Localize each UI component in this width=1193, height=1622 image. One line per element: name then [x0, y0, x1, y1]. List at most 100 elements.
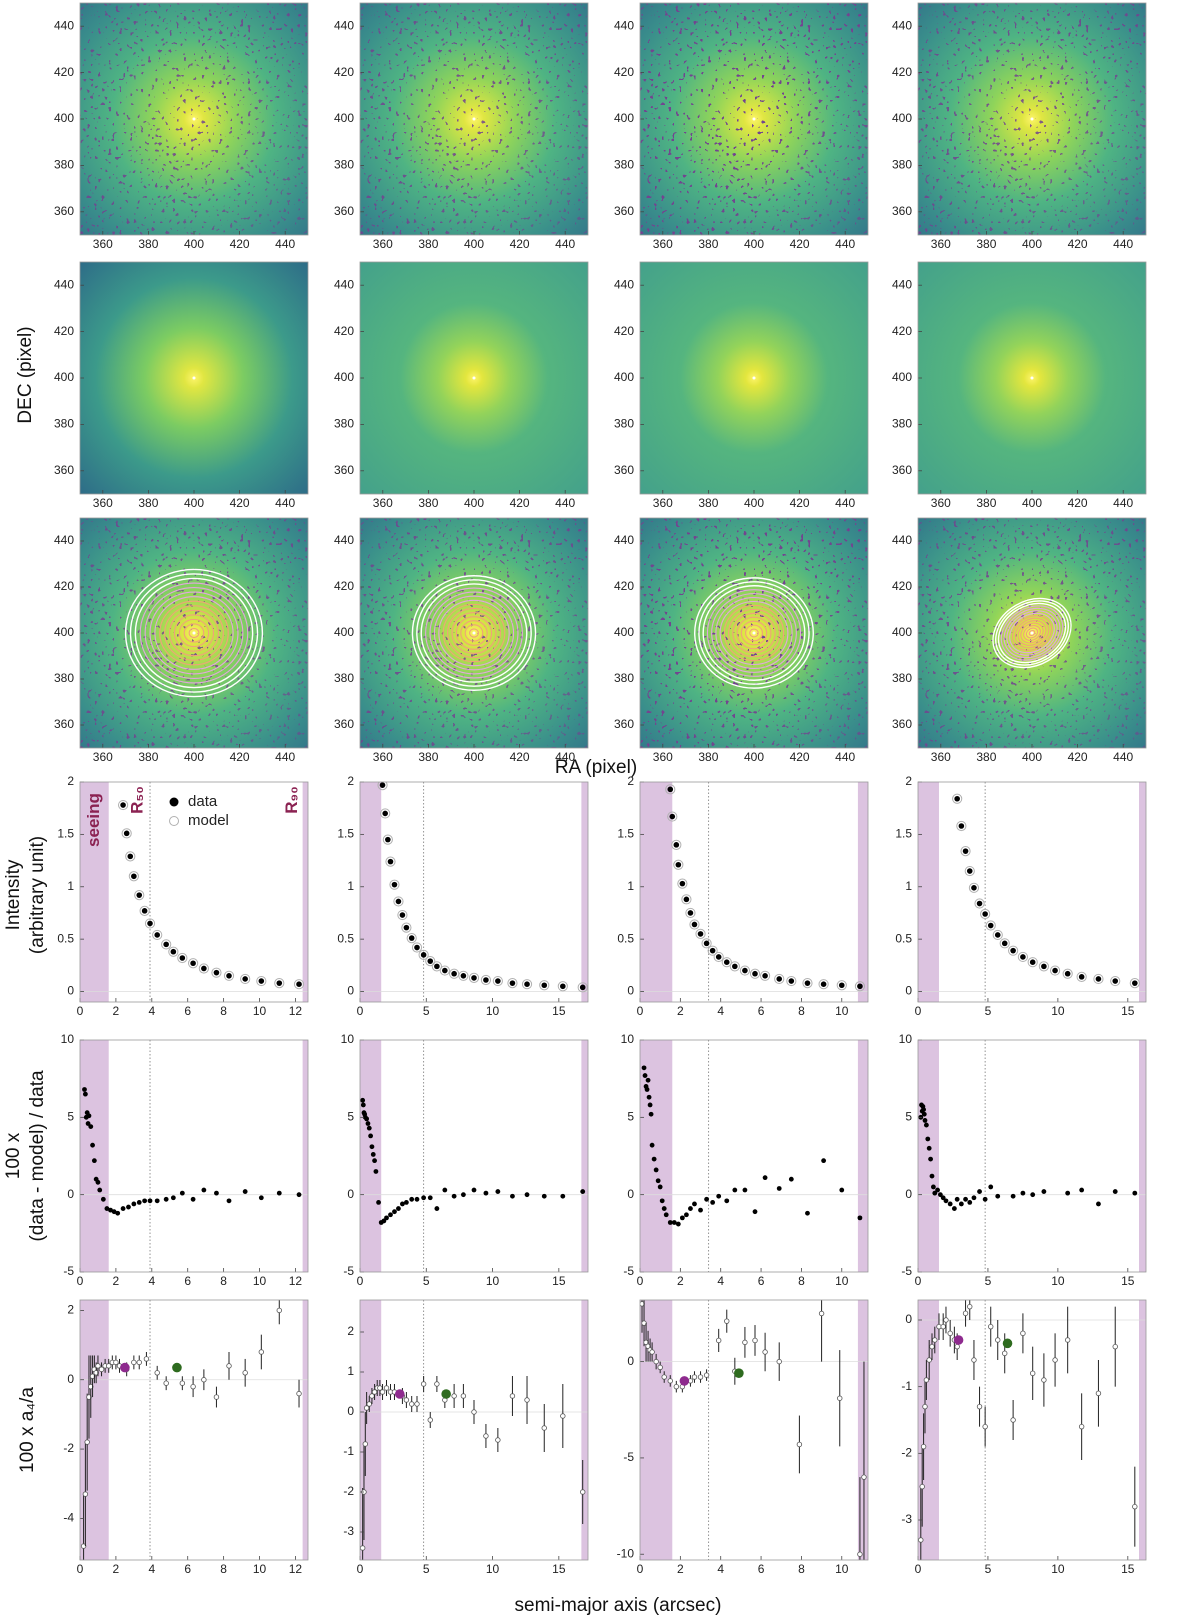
x-tick-label: 380	[418, 237, 438, 251]
y-tick-label: 1.5	[57, 827, 74, 841]
x-tick-label: 420	[790, 750, 810, 764]
data-point	[428, 1418, 433, 1423]
shaded-band	[640, 1300, 672, 1560]
data-point	[983, 1197, 988, 1202]
data-point	[191, 1197, 196, 1202]
plot-frame	[360, 782, 588, 1002]
data-point	[243, 1371, 248, 1376]
data-point	[698, 931, 704, 937]
y-tick-label: -2	[901, 1446, 912, 1460]
data-point	[99, 1367, 104, 1372]
data-point	[680, 881, 686, 887]
data-point	[698, 1375, 703, 1380]
data-point	[684, 897, 690, 903]
highlight-point	[680, 1376, 690, 1386]
y-tick-label: 2	[67, 774, 74, 788]
data-point	[226, 973, 232, 979]
y-tick-label: -4	[63, 1511, 74, 1525]
x-tick-label: 420	[510, 750, 530, 764]
data-point	[805, 1211, 810, 1216]
data-point	[732, 1188, 737, 1193]
data-point	[259, 1195, 264, 1200]
data-point	[724, 1198, 729, 1203]
data-point	[82, 1087, 87, 1092]
y-tick-label: 10	[621, 1032, 635, 1046]
y-tick-label: -1	[901, 1379, 912, 1393]
data-point	[1079, 1424, 1084, 1429]
x-tick-label: 10	[486, 1274, 500, 1288]
x-tick-label: 4	[717, 1562, 724, 1576]
y-tick-label: 400	[892, 111, 912, 125]
data-point	[963, 1311, 968, 1316]
plot-area	[360, 781, 588, 1002]
plot-area	[360, 1040, 588, 1272]
data-point	[935, 1188, 940, 1193]
x-tick-label: 380	[138, 496, 158, 510]
data-point	[510, 1194, 515, 1199]
data-point	[668, 1379, 673, 1384]
data-point	[656, 1178, 661, 1183]
highlight-point	[172, 1363, 182, 1373]
y-tick-label: -5	[623, 1264, 634, 1278]
data-point	[724, 1319, 729, 1324]
x-tick-label: 12	[289, 1562, 303, 1576]
data-point	[676, 1222, 681, 1227]
x-tick-label: 5	[423, 1274, 430, 1288]
data-point	[684, 1212, 689, 1217]
y-tick-label: -1	[343, 1444, 354, 1458]
image-panel: 360380400420440360380400420440	[334, 518, 588, 764]
page: Galaxy images and isophote profiles html…	[0, 0, 1193, 1622]
data-point	[704, 1373, 709, 1378]
data-point	[400, 912, 406, 918]
data-point	[1112, 978, 1118, 984]
legend-marker	[170, 798, 179, 807]
image-panel: 360380400420440360380400420440	[334, 262, 588, 510]
y-tick-label: 360	[54, 463, 74, 477]
data-point	[930, 1344, 935, 1349]
data-point	[1096, 976, 1102, 982]
data-point	[242, 976, 248, 982]
y-tick-label: 360	[614, 717, 634, 731]
y-tick-label: 380	[892, 158, 912, 172]
data-point	[647, 1095, 652, 1100]
x-tick-label: 400	[1022, 496, 1042, 510]
y-tick-label: 0	[905, 984, 912, 998]
y-tick-label: 380	[614, 671, 634, 685]
data-point	[396, 1206, 401, 1211]
data-point	[385, 837, 391, 843]
data-point	[776, 976, 782, 982]
center-peak	[1031, 118, 1034, 121]
y-tick-label: -10	[617, 1546, 635, 1560]
y-tick-label: 440	[614, 277, 634, 291]
shaded-band	[360, 1040, 381, 1272]
data-point	[452, 1194, 457, 1199]
y-tick-label: 10	[899, 1032, 913, 1046]
image-panel: 360380400420440360380400420440	[892, 262, 1146, 510]
y-tick-label: 2	[905, 774, 912, 788]
data-point	[983, 1424, 988, 1429]
data-point	[484, 1434, 489, 1439]
data-point	[692, 1202, 697, 1207]
data-point	[1002, 941, 1008, 947]
data-point	[106, 1364, 111, 1369]
data-point	[471, 975, 477, 981]
image-panel: 360380400420440360380400420440	[614, 518, 868, 764]
x-tick-label: 420	[790, 496, 810, 510]
data-point	[1079, 1188, 1084, 1193]
data-point	[819, 1311, 824, 1316]
data-point	[692, 1375, 697, 1380]
x-tick-label: 0	[915, 1562, 922, 1576]
x-tick-label: 440	[555, 750, 575, 764]
data-point	[923, 1404, 928, 1409]
x-tick-label: 0	[77, 1562, 84, 1576]
data-point	[995, 1194, 1000, 1199]
data-point	[1020, 954, 1026, 960]
shaded-band	[1139, 1040, 1146, 1272]
profile-panel: 051015-50510	[341, 1032, 588, 1288]
y-tick-label: 420	[892, 579, 912, 593]
y-tick-label: 400	[334, 370, 354, 384]
data-point	[277, 1191, 282, 1196]
x-tick-label: 440	[1113, 750, 1133, 764]
data-point	[646, 1078, 651, 1083]
x-tick-label: 420	[1068, 750, 1088, 764]
